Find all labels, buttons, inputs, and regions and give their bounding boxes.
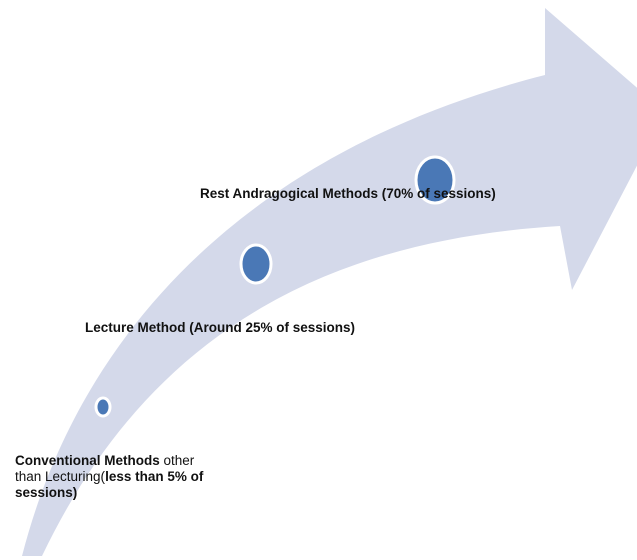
label-segment: other bbox=[160, 453, 195, 468]
label-segment: Rest Andragogical Methods (70% of sessio… bbox=[200, 186, 496, 201]
large-circle bbox=[414, 155, 456, 205]
labels: Rest Andragogical Methods (70% of sessio… bbox=[15, 186, 496, 500]
label-segment: Lecture Method (Around 25% of sessions) bbox=[85, 320, 355, 335]
medium-circle bbox=[239, 243, 273, 285]
label-line: Rest Andragogical Methods (70% of sessio… bbox=[200, 186, 496, 201]
label-segment: sessions) bbox=[15, 485, 77, 500]
label-line: Conventional Methods other bbox=[15, 453, 195, 468]
small-circle bbox=[94, 396, 112, 418]
label-line: sessions) bbox=[15, 485, 77, 500]
label-line: than Lecturing(less than 5% of bbox=[15, 469, 204, 484]
label-line: Lecture Method (Around 25% of sessions) bbox=[85, 320, 355, 335]
label-segment: less than 5% of bbox=[105, 469, 204, 484]
curved-arrow bbox=[22, 8, 637, 556]
label-segment: than Lecturing( bbox=[15, 469, 106, 484]
label-segment: Conventional Methods bbox=[15, 453, 160, 468]
